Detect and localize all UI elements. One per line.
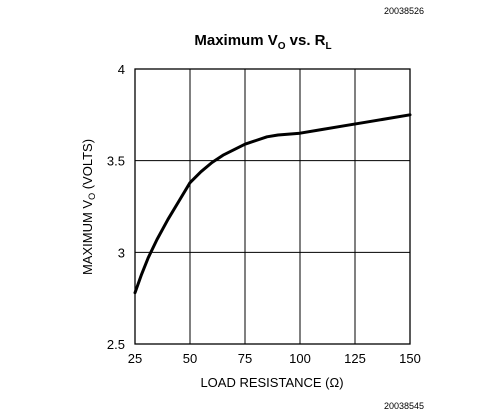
series-layer [133, 113, 412, 295]
chart-title-mid: vs. R [286, 32, 326, 49]
y-axis-title-post: (VOLTS) [80, 139, 95, 193]
x-tick-label: 75 [238, 351, 252, 366]
series-line [133, 113, 412, 295]
x-tick-label: 25 [128, 351, 142, 366]
y-axis-title-sub: O [87, 193, 97, 200]
plot-frame [134, 68, 411, 345]
x-tick-label: 100 [289, 351, 311, 366]
chart-title: Maximum VO vs. RL [194, 32, 331, 52]
x-tick-label: 125 [344, 351, 366, 366]
figure-code-top: 20038526 [384, 6, 424, 16]
x-axis-title: LOAD RESISTANCE (Ω) [200, 375, 343, 390]
chart-title-main: Maximum V [194, 32, 277, 49]
chart-title-sub1: O [278, 41, 286, 52]
y-tick-label: 3.5 [107, 154, 125, 169]
tick-labels: 25 50 75 100 125 150 2.5 3 3.5 4 [107, 62, 421, 366]
y-tick-label: 3 [118, 245, 125, 260]
y-tick-label: 2.5 [107, 337, 125, 352]
y-tick-label: 4 [118, 62, 125, 77]
x-tick-label: 150 [399, 351, 421, 366]
chart-title-sub2: L [326, 41, 332, 52]
x-tick-label: 50 [183, 351, 197, 366]
y-axis-title-pre: MAXIMUM V [80, 200, 95, 275]
y-axis-title: MAXIMUM VO (VOLTS) [80, 139, 97, 275]
figure-code-bottom: 20038545 [384, 401, 424, 411]
